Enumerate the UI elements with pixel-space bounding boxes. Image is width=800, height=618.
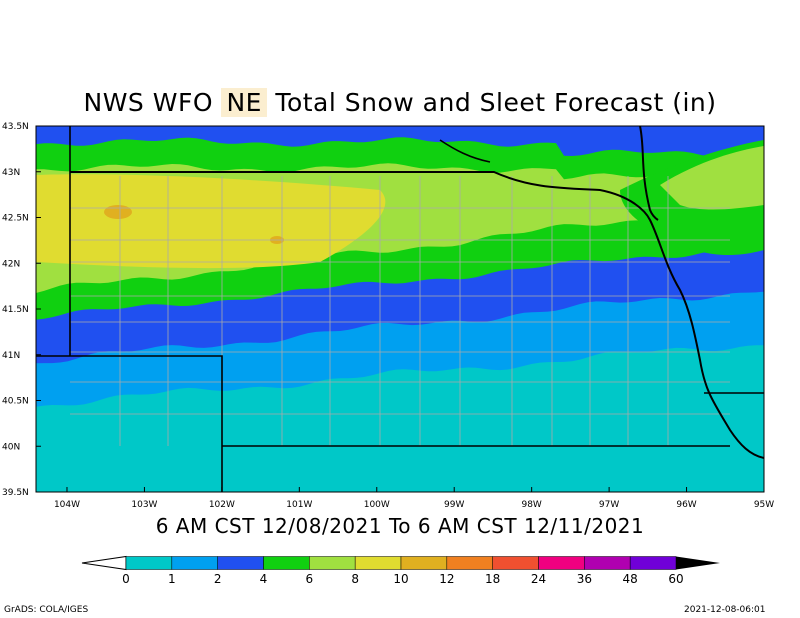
- county-lines: [70, 176, 730, 446]
- colorbar-tick-label: 4: [260, 572, 268, 586]
- colorbar-high-arrow: [676, 556, 720, 570]
- colorbar-swatch: [217, 556, 264, 570]
- state-boundary: [70, 171, 765, 459]
- footer-timestamp: 2021-12-08-06:01: [684, 605, 766, 615]
- colorbar-tick-label: 2: [214, 572, 222, 586]
- lon-label: 100W: [364, 500, 390, 510]
- snowfall-bands: [36, 126, 764, 492]
- band-8-10: [36, 174, 386, 269]
- lat-label: 40N: [2, 442, 20, 452]
- colorbar-tick-label: 12: [439, 572, 454, 586]
- colorbar-tick-label: 24: [531, 572, 546, 586]
- title-suffix: Total Snow and Sleet Forecast (in): [275, 88, 717, 117]
- colorbar-tick-label: 60: [668, 572, 683, 586]
- title-office-highlight: NE: [221, 88, 267, 117]
- colorbar-tick-label: 48: [623, 572, 638, 586]
- lon-label: 102W: [209, 500, 235, 510]
- colorbar-tick-label: 18: [485, 572, 500, 586]
- colorbar-tick-label: 1: [168, 572, 176, 586]
- band-2-4-north: [36, 126, 764, 158]
- band-10-12: [104, 205, 132, 219]
- lon-label: 101W: [286, 500, 312, 510]
- lat-label: 43.5N: [2, 122, 29, 132]
- state-boundaries: [36, 125, 765, 492]
- footer-credit: GrADS: COLA/IGES: [4, 605, 89, 615]
- lon-label: 98W: [521, 500, 541, 510]
- lat-label: 39.5N: [2, 488, 29, 498]
- lon-label: 99W: [444, 500, 464, 510]
- colorbar-swatch: [538, 556, 585, 570]
- title-prefix: NWS WFO: [83, 88, 214, 117]
- colorbar-swatch: [354, 556, 402, 570]
- band-6-8-east: [660, 146, 764, 210]
- colorbar-tick-label: 36: [577, 572, 592, 586]
- colorbar-tick-label: 0: [122, 572, 130, 586]
- lon-label: 103W: [131, 500, 157, 510]
- forecast-period: 6 AM CST 12/08/2021 To 6 AM CST 12/11/20…: [155, 514, 645, 538]
- lat-label: 42N: [2, 259, 20, 269]
- colorbar-swatch: [309, 556, 356, 570]
- colorbar-tick-label: 10: [393, 572, 408, 586]
- colorbar-swatch: [263, 556, 310, 570]
- state-boundary: [639, 125, 659, 221]
- colorbar-tick-label: 8: [351, 572, 359, 586]
- colorbar-swatch: [400, 556, 448, 570]
- longitude-labels: 104W 103W 102W 101W 100W 99W 98W 97W 96W 95W: [54, 487, 774, 510]
- colorbar-low-arrow: [81, 555, 127, 571]
- lat-label: 42.5N: [2, 214, 29, 224]
- lat-label: 41.5N: [2, 305, 29, 315]
- lon-label: 104W: [54, 500, 80, 510]
- colorbar-swatch: [446, 556, 493, 570]
- lat-label: 41N: [2, 351, 20, 361]
- colorbar-tick-label: 6: [306, 572, 314, 586]
- chart-title: NWS WFO NE Total Snow and Sleet Forecast…: [0, 88, 800, 117]
- colorbar-swatch: [171, 556, 218, 570]
- colorbar-swatch: [125, 556, 173, 570]
- lon-label: 95W: [754, 500, 774, 510]
- lon-label: 96W: [676, 500, 696, 510]
- colorbar-swatch: [629, 556, 677, 570]
- state-boundary: [439, 139, 491, 163]
- latitude-labels: 43.5N 43N 42.5N 42N 41.5N 41N 40.5N 40N 39.5N: [2, 122, 41, 498]
- lon-label: 97W: [599, 500, 619, 510]
- lat-label: 43N: [2, 168, 20, 178]
- colorbar-swatch: [492, 556, 539, 570]
- lat-label: 40.5N: [2, 397, 29, 407]
- colorbar-swatch: [584, 556, 631, 570]
